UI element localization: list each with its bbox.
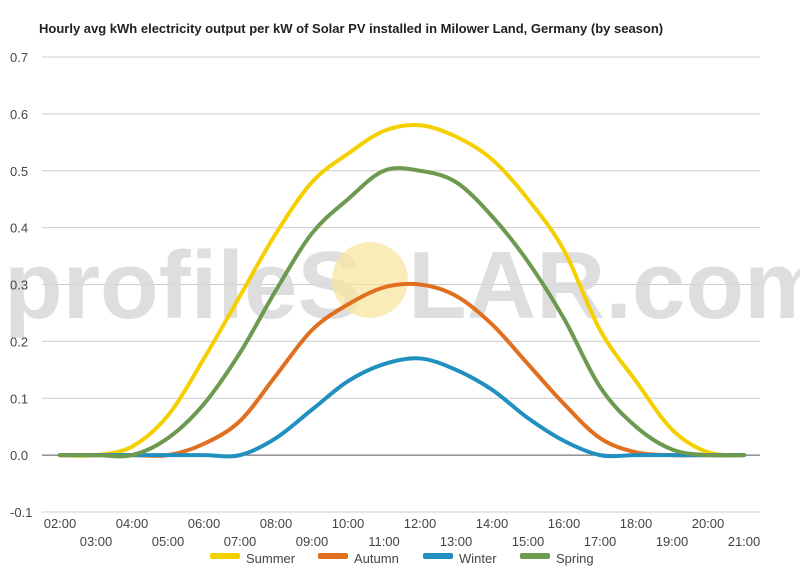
x-tick-label: 11:00 — [368, 534, 400, 549]
y-tick-label: 0.2 — [10, 334, 28, 349]
x-tick-label: 08:00 — [260, 516, 293, 531]
series-line-winter — [58, 356, 746, 459]
series-line-spring — [58, 166, 746, 459]
legend-label-spring: Spring — [556, 551, 594, 566]
x-tick-label: 05:00 — [152, 534, 185, 549]
x-tick-label: 04:00 — [116, 516, 149, 531]
watermark-sun-icon — [332, 242, 408, 318]
x-tick-label: 15:00 — [512, 534, 545, 549]
series-line-summer — [58, 123, 746, 458]
y-tick-label: 0.5 — [10, 164, 28, 179]
legend-swatch-autumn — [318, 553, 348, 559]
y-tick-label: 0.3 — [10, 278, 28, 293]
watermark-text-left: profileS — [4, 232, 361, 339]
x-tick-label: 14:00 — [476, 516, 509, 531]
watermark-text-right: LAR.com — [408, 232, 800, 339]
x-tick-label: 02:00 — [44, 516, 77, 531]
x-tick-label: 19:00 — [656, 534, 689, 549]
legend-label-autumn: Autumn — [354, 551, 399, 566]
x-tick-label: 18:00 — [620, 516, 653, 531]
y-tick-label: 0.4 — [10, 221, 28, 236]
x-tick-label: 12:00 — [404, 516, 437, 531]
x-tick-label: 17:00 — [584, 534, 617, 549]
y-tick-label: 0.1 — [10, 391, 28, 406]
x-tick-label: 21:00 — [728, 534, 761, 549]
legend-label-winter: Winter — [459, 551, 497, 566]
x-tick-label: 13:00 — [440, 534, 473, 549]
x-tick-label: 16:00 — [548, 516, 581, 531]
y-tick-label: 0.7 — [10, 50, 28, 65]
series-lines — [58, 123, 746, 459]
y-tick-label: 0.6 — [10, 107, 28, 122]
legend-label-summer: Summer — [246, 551, 296, 566]
legend-swatch-winter — [423, 553, 453, 559]
x-tick-label: 06:00 — [188, 516, 221, 531]
x-tick-label: 07:00 — [224, 534, 257, 549]
x-tick-label: 09:00 — [296, 534, 329, 549]
legend-swatch-spring — [520, 553, 550, 559]
y-axis-ticks: -0.1 0.0 0.1 0.2 0.3 0.4 0.5 0.6 0.7 — [10, 50, 32, 520]
legend-swatch-summer — [210, 553, 240, 559]
y-tick-label: -0.1 — [10, 505, 32, 520]
y-tick-label: 0.0 — [10, 448, 28, 463]
x-tick-label: 20:00 — [692, 516, 725, 531]
legend: Summer Autumn Winter Spring — [210, 551, 594, 566]
chart-title: Hourly avg kWh electricity output per kW… — [39, 21, 663, 36]
x-tick-label: 10:00 — [332, 516, 365, 531]
x-tick-label: 03:00 — [80, 534, 113, 549]
x-axis-ticks: 02:0003:0004:0005:0006:0007:0008:0009:00… — [44, 516, 761, 549]
